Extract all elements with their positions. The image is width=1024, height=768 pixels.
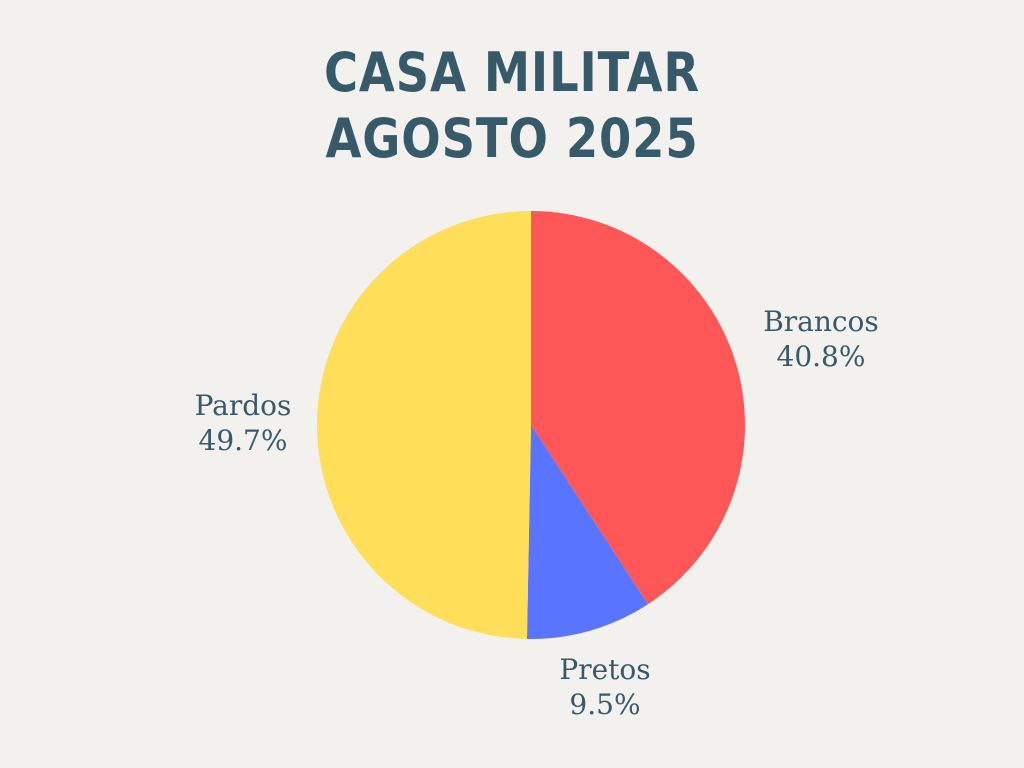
pie-slice-pardos (316, 211, 531, 639)
chart-title-line-2: AGOSTO 2025 (325, 107, 699, 170)
slice-name-brancos: Brancos (763, 305, 879, 338)
slice-label-pretos: Pretos 9.5% (505, 652, 705, 722)
slice-value-pretos: 9.5% (569, 688, 641, 721)
slice-label-brancos: Brancos 40.8% (721, 304, 921, 374)
pie-slice-pretos (526, 425, 648, 639)
slice-name-pardos: Pardos (194, 389, 292, 422)
slice-value-pardos: 49.7% (198, 424, 288, 457)
pie-slice-brancos (531, 211, 746, 605)
slice-label-pardos: Pardos 49.7% (143, 388, 343, 458)
chart-title-line-1: CASA MILITAR (323, 41, 701, 104)
chart-title: CASA MILITAR AGOSTO 2025 (0, 40, 1024, 172)
slice-value-brancos: 40.8% (776, 340, 866, 373)
slice-name-pretos: Pretos (559, 653, 651, 686)
